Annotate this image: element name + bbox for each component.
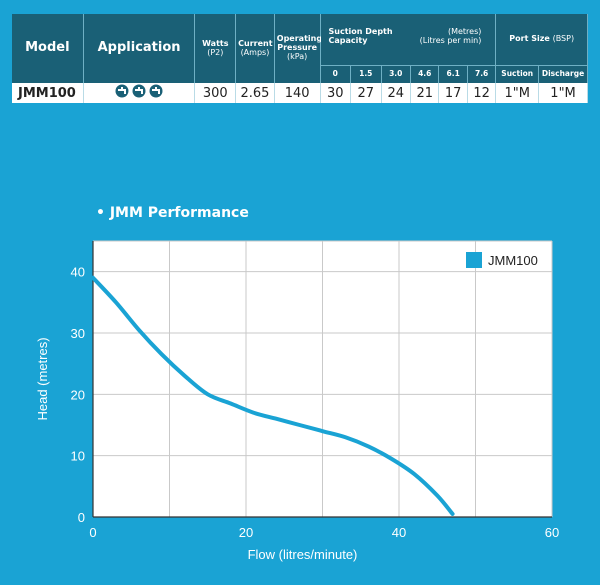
header-watts-unit: (P2) [207, 47, 224, 57]
header-model: Model [12, 14, 84, 83]
cell-model: JMM100 [12, 83, 84, 103]
cell-watts: 300 [194, 83, 237, 103]
chart-title: • JMM Performance [96, 205, 249, 221]
header-pressure-line2: Pressure [277, 43, 318, 53]
header-suction: Suction [495, 65, 540, 83]
cell-suction: 1"M [495, 83, 540, 103]
y-axis-label: Head (metres) [35, 337, 50, 420]
cell-current: 2.65 [235, 83, 275, 103]
legend-swatch [466, 252, 482, 268]
header-pressure-line1: Operating [276, 34, 323, 44]
cell-discharge: 1"M [538, 83, 588, 103]
header-application: Application [83, 14, 196, 83]
header-current: Current (Amps) [235, 14, 275, 83]
y-tick-label: 30 [71, 326, 85, 341]
header-suction-capacity: Suction Depth Capacity (Metres) (Litres … [320, 14, 497, 66]
header-capacity: Capacity [328, 35, 368, 45]
header-watts-label: Watts [202, 38, 229, 48]
x-tick-label: 0 [89, 525, 96, 540]
y-tick-label: 20 [71, 387, 85, 402]
header-suction-right: (Metres) (Litres per min) [419, 27, 482, 46]
cell-pressure: 140 [274, 83, 321, 103]
header-pressure-unit: (kPa) [287, 51, 308, 61]
tap-icon [149, 84, 163, 98]
cell-capacity-3: 21 [410, 83, 440, 103]
legend-label: JMM100 [488, 253, 538, 268]
header-depth-1: 1.5 [350, 65, 382, 83]
header-depth-2: 3.0 [381, 65, 411, 83]
tap-icon [115, 84, 129, 98]
header-depth-5: 7.6 [467, 65, 497, 83]
y-tick-label: 40 [71, 265, 85, 280]
cell-capacity-0: 30 [320, 83, 352, 103]
header-suction-left: Suction Depth Capacity [328, 27, 393, 46]
y-tick-label: 0 [78, 510, 85, 525]
header-depth-4: 6.1 [438, 65, 468, 83]
header-metres: (Metres) [447, 27, 482, 36]
series-line-jmm100 [91, 275, 455, 516]
application-icons [115, 84, 163, 98]
cell-capacity-2: 24 [381, 83, 411, 103]
header-litres: (Litres per min) [419, 35, 482, 45]
header-port-unit: (BSP) [552, 34, 575, 44]
x-axis-label: Flow (litres/minute) [248, 547, 358, 562]
header-discharge: Discharge [538, 65, 588, 83]
header-depth-3: 4.6 [410, 65, 440, 83]
header-current-label: Current [238, 38, 273, 48]
header-suction-depth: Suction Depth [328, 27, 393, 36]
y-tick-label: 10 [71, 449, 85, 464]
table-row: JMM100 300 2.65 140 30 27 24 21 17 12 1"… [12, 83, 588, 103]
performance-chart: 0 20 40 60 0 10 20 30 40 Flow (litres/minute) Head… [35, 240, 559, 562]
x-tick-label: 60 [545, 525, 559, 540]
header-depth-0: 0 [320, 65, 352, 83]
chart-panel: • JMM Performance 0 20 40 60 0 10 20 30 40 Flow (… [16, 199, 586, 574]
header-port-label: Port Size [509, 34, 550, 44]
header-current-unit: (Amps) [240, 47, 270, 57]
header-watts: Watts (P2) [194, 14, 237, 83]
cell-capacity-4: 17 [438, 83, 468, 103]
header-pressure: Operating Pressure (kPa) [274, 14, 323, 83]
header-port-size: Port Size (BSP) [495, 14, 588, 66]
spec-table: Model Application Watts (P2) Current (Am… [12, 14, 588, 103]
cell-capacity-1: 27 [350, 83, 382, 103]
x-tick-label: 40 [392, 525, 406, 540]
cell-application [83, 83, 196, 103]
cell-capacity-5: 12 [467, 83, 497, 103]
x-tick-label: 20 [239, 525, 253, 540]
tap-icon [132, 84, 146, 98]
